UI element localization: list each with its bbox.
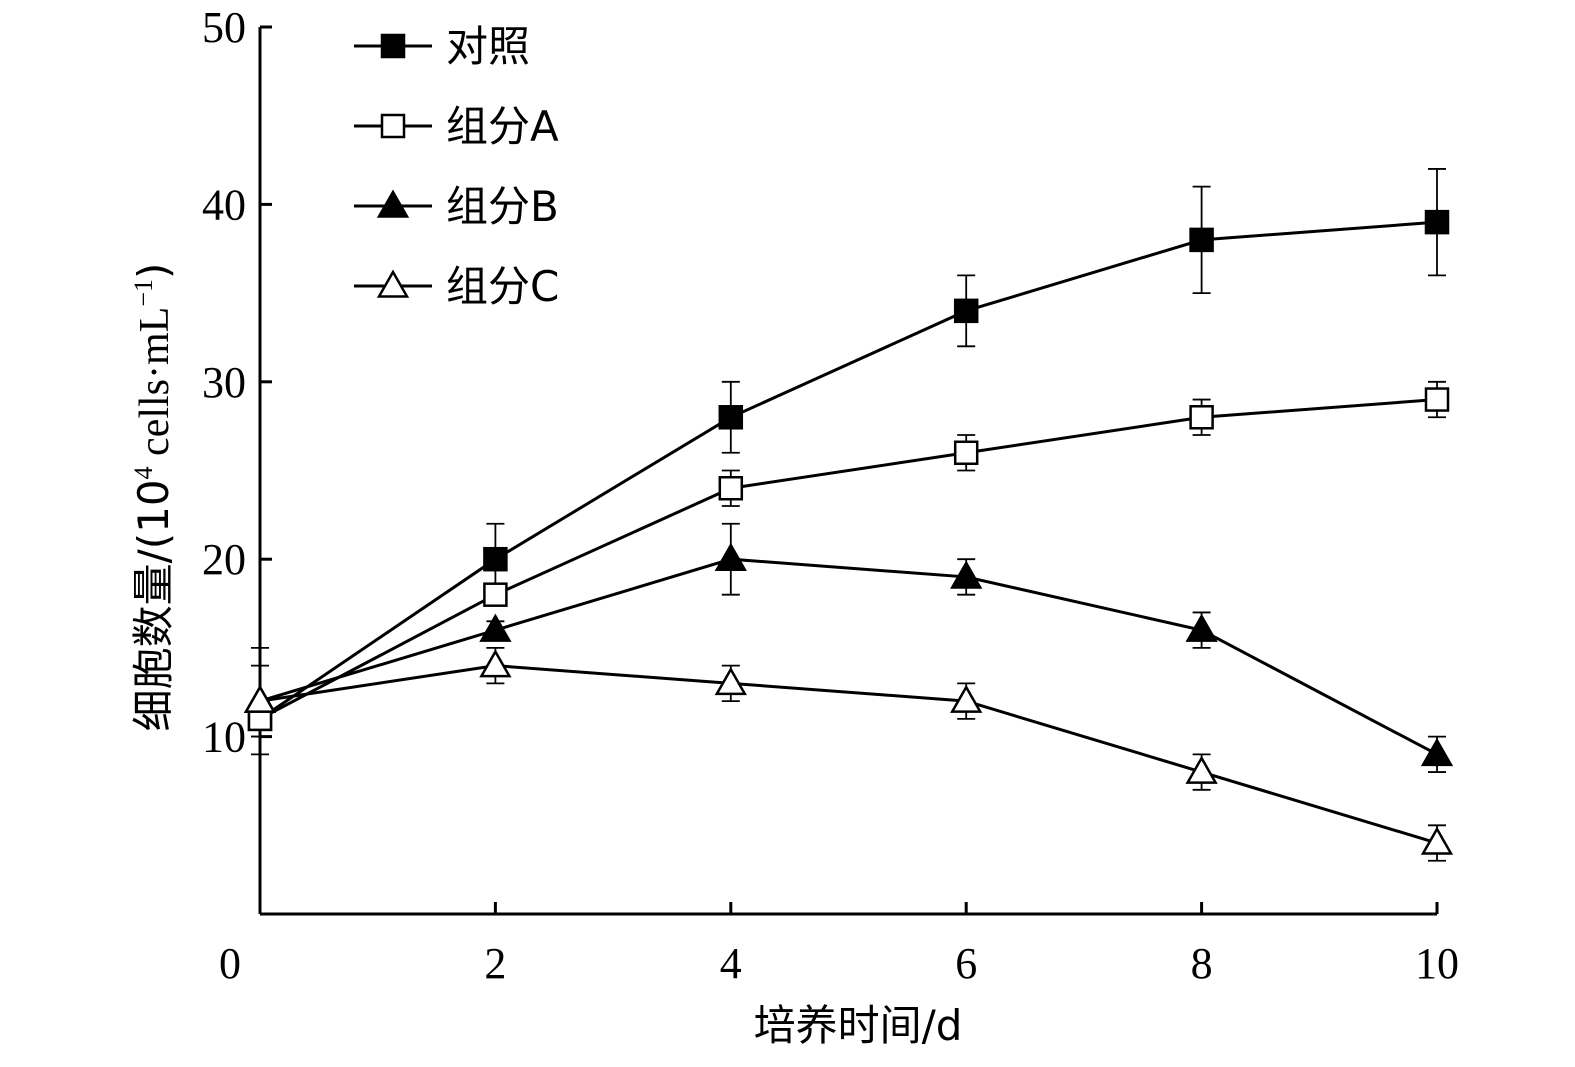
data-point <box>1420 826 1454 855</box>
data-markers <box>243 209 1454 855</box>
legend-marker <box>380 113 406 139</box>
series-lines <box>259 220 1438 845</box>
data-point <box>479 613 512 642</box>
x-tick-label: 10 <box>1415 939 1459 988</box>
data-point <box>1420 737 1454 767</box>
y-tick-label: 10 <box>202 713 246 762</box>
tick-labels: 10 20 30 40 50 0 2 4 6 8 10 <box>202 3 1459 988</box>
y-tick-label: 50 <box>202 3 246 52</box>
data-point <box>1185 613 1218 642</box>
data-point <box>483 582 508 607</box>
data-point <box>483 546 508 572</box>
legend-marker <box>376 269 410 298</box>
data-point <box>718 475 744 501</box>
legend-marker <box>380 33 406 59</box>
legend-label: 组分A <box>446 102 559 151</box>
x-tick-label: 2 <box>484 939 506 988</box>
error-bars <box>251 168 1446 862</box>
data-point <box>1189 227 1214 253</box>
y-tick-label: 30 <box>202 358 246 407</box>
data-point <box>1185 755 1218 784</box>
data-point <box>950 560 983 589</box>
legend-label: 组分B <box>446 182 559 231</box>
y-axis-label: 细胞数量/(104 cells·mL−1) <box>129 263 178 732</box>
y-axis-label-suffix: ) <box>129 263 178 279</box>
series-line <box>259 557 1438 756</box>
data-point <box>243 684 277 713</box>
data-point <box>479 649 512 678</box>
data-point <box>714 666 747 696</box>
data-point <box>950 684 983 713</box>
y-axis-label-exponent: 4 <box>129 466 158 479</box>
legend-label: 组分C <box>446 262 559 311</box>
data-point <box>953 440 979 466</box>
legend-label: 对照 <box>446 22 530 71</box>
data-point <box>953 298 979 324</box>
y-axis-label-prefix: 细胞数量/(10 <box>129 479 178 731</box>
x-tick-label: 8 <box>1191 939 1213 988</box>
x-tick-label: 0 <box>219 939 241 988</box>
data-point <box>1424 209 1450 235</box>
data-point <box>1424 387 1450 412</box>
series-line <box>259 220 1438 721</box>
legend-marker <box>376 189 410 218</box>
y-axis-label-unit: cells·mL <box>132 307 178 467</box>
y-tick-label: 40 <box>202 180 246 229</box>
data-point <box>1189 405 1214 430</box>
data-point <box>714 542 747 571</box>
y-tick-label: 20 <box>202 535 246 584</box>
x-tick-label: 4 <box>720 939 742 988</box>
series-line <box>259 664 1438 845</box>
axes <box>258 27 1437 916</box>
x-tick-label: 6 <box>955 939 977 988</box>
y-axis-label-unit-exponent: −1 <box>129 279 158 307</box>
series-line <box>259 398 1438 721</box>
data-point <box>718 405 744 430</box>
x-axis-label: 培养时间/d <box>754 1001 963 1050</box>
